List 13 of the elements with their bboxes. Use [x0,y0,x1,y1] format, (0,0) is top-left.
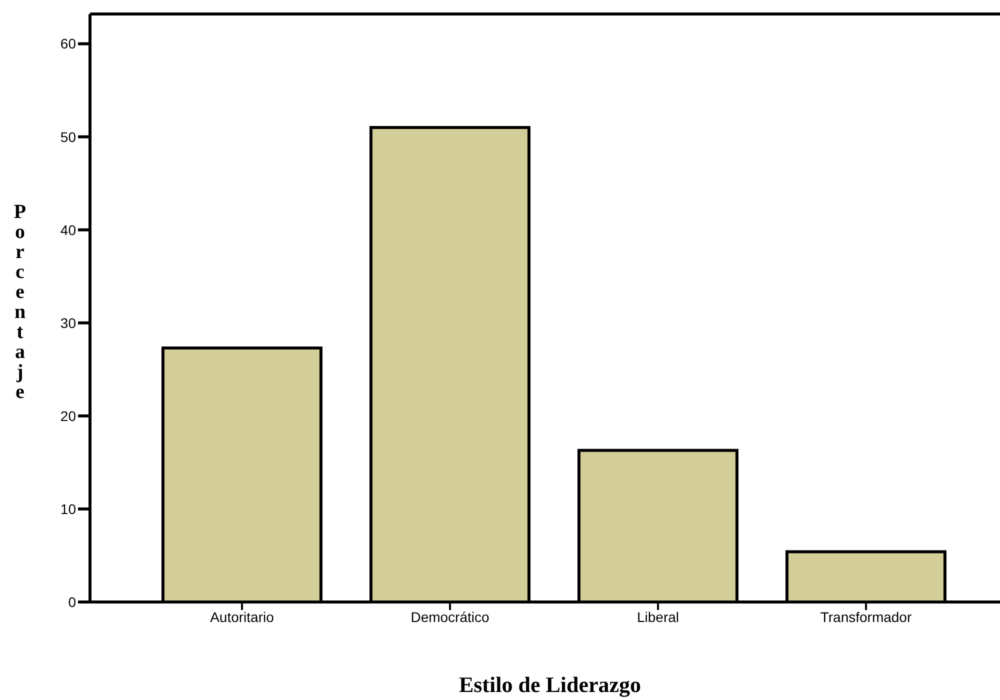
y-tick-label: 10 [60,500,76,517]
x-tick-label: Liberal [636,608,680,625]
y-tick-label: 40 [60,222,76,238]
y-tick-label: 0 [68,594,76,610]
x-axis-title: Estilo de Liderazgo [458,672,642,697]
x-tick-label: Democrático [410,608,490,625]
x-tick-label: Transformador [820,608,912,625]
x-tick-label: Autoritario [210,608,274,625]
y-tick-label: 60 [60,36,76,52]
y-tick-label: 30 [60,314,76,331]
text: Porcentaje [14,201,26,403]
y-tick-label: 50 [60,128,76,145]
y-tick-label: 20 [60,408,76,424]
